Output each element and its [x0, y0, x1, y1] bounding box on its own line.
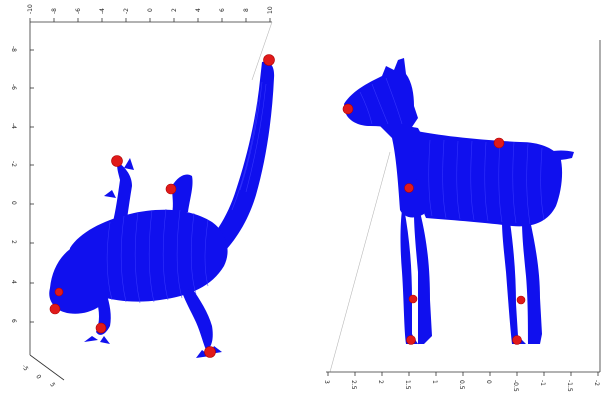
- landmark-marker: [516, 295, 526, 305]
- left-side-tick-label: 2: [10, 240, 17, 244]
- landmark-marker: [408, 294, 418, 304]
- dog-torso: [412, 130, 563, 227]
- left-side-tick-label: 6: [10, 319, 17, 323]
- left-top-tick-labels: -10 -8 -6 -4 -2 0 2 4 6 8 10: [27, 4, 274, 14]
- left-top-tick-label: -4: [99, 8, 106, 14]
- left-top-tick-label: -8: [51, 8, 58, 14]
- lizard-mesh-lines: [106, 208, 209, 304]
- left-side-tick-label: -6: [10, 84, 17, 90]
- dog-tail: [548, 150, 574, 162]
- lizard-leg: [112, 162, 132, 226]
- landmark-marker: [204, 346, 216, 358]
- dog-mesh-lines: [359, 77, 403, 125]
- left-side-tick-label: 0: [10, 201, 17, 205]
- right-bottom-tick-label: 2: [377, 380, 384, 384]
- left-side-ticks: [30, 49, 34, 323]
- left-right-axis: [251, 21, 273, 81]
- left-top-tick-label: 2: [171, 8, 178, 12]
- left-top-tick-label: 6: [219, 8, 226, 12]
- lizard-leg: [182, 288, 213, 350]
- lizard-mesh: [49, 61, 275, 358]
- landmark-marker: [493, 137, 505, 149]
- dog-leg: [414, 212, 432, 344]
- landmark-marker: [54, 287, 64, 297]
- left-top-tick-label: 0: [147, 8, 154, 12]
- landmark-marker: [95, 322, 107, 334]
- left-bottom-tick-label: -5: [20, 364, 29, 373]
- landmark-marker: [342, 103, 354, 115]
- right-depth-axis: [329, 151, 391, 373]
- right-bottom-tick-label: -1: [539, 380, 546, 386]
- left-plot: -10 -8 -6 -4 -2 0 2 4 6 8 10 -8 -6 -4: [10, 4, 275, 388]
- left-bottom-axis: [29, 354, 65, 381]
- lizard-toes: [104, 158, 134, 198]
- right-bottom-tick-label: -1.5: [566, 380, 573, 392]
- landmark-marker: [165, 183, 177, 195]
- left-side-tick-label: -2: [10, 161, 17, 167]
- left-bottom-tick-labels: -5 0 5: [20, 364, 56, 389]
- left-top-tick-label: 4: [195, 8, 202, 12]
- landmark-marker: [111, 155, 123, 167]
- right-bottom-ticks: [327, 372, 599, 376]
- right-bottom-tick-label: 2.5: [350, 380, 357, 390]
- dog-markers: [342, 103, 526, 345]
- lizard-mesh-lines: [231, 81, 267, 211]
- left-side-tick-labels: -8 -6 -4 -2 0 2 4 6: [10, 46, 17, 323]
- left-top-tick-label: -2: [123, 8, 130, 14]
- landmark-marker: [49, 303, 61, 315]
- dog-mesh: [344, 58, 574, 345]
- dog-head: [344, 58, 418, 130]
- dog-leg: [502, 222, 526, 344]
- right-bottom-tick-labels: 3 2.5 2 1.5 1 0.5 0 -0.5 -1 -1.5 -2: [323, 380, 600, 392]
- landmark-marker: [263, 54, 275, 66]
- left-bottom-tick-label: 0: [34, 374, 42, 381]
- right-bottom-tick-label: -0.5: [512, 380, 519, 392]
- lizard-head: [49, 241, 115, 314]
- right-bottom-tick-label: -2: [593, 380, 600, 386]
- lizard-markers: [49, 54, 275, 358]
- landmark-marker: [404, 183, 414, 193]
- right-plot: 3 2.5 2 1.5 1 0.5 0 -0.5 -1 -1.5 -2: [323, 40, 601, 392]
- landmark-marker: [512, 335, 522, 345]
- right-bottom-tick-label: 1.5: [404, 380, 411, 390]
- left-top-tick-label: -6: [75, 8, 82, 14]
- dog-leg: [400, 208, 419, 345]
- right-bottom-tick-label: 0.5: [458, 380, 465, 390]
- right-bottom-tick-label: 1: [431, 380, 438, 384]
- left-side-tick-label: 4: [10, 280, 17, 284]
- left-top-tick-label: 8: [243, 8, 250, 12]
- right-bottom-tick-label: 3: [323, 380, 330, 384]
- dog-mesh-lines: [428, 139, 545, 225]
- left-top-tick-label: 10: [267, 6, 274, 14]
- landmark-marker: [406, 335, 416, 345]
- left-side-tick-label: -4: [10, 123, 17, 129]
- right-bottom-tick-label: 0: [485, 380, 492, 384]
- left-top-ticks: [29, 18, 271, 22]
- lizard-tail: [186, 61, 275, 268]
- lizard-toes: [196, 346, 222, 358]
- left-side-tick-label: -8: [10, 46, 17, 52]
- dog-leg: [522, 220, 542, 344]
- left-bottom-tick-label: 5: [48, 382, 56, 389]
- lizard-toes: [84, 336, 110, 344]
- lizard-leg: [172, 174, 193, 214]
- left-top-tick-label: -10: [27, 4, 34, 14]
